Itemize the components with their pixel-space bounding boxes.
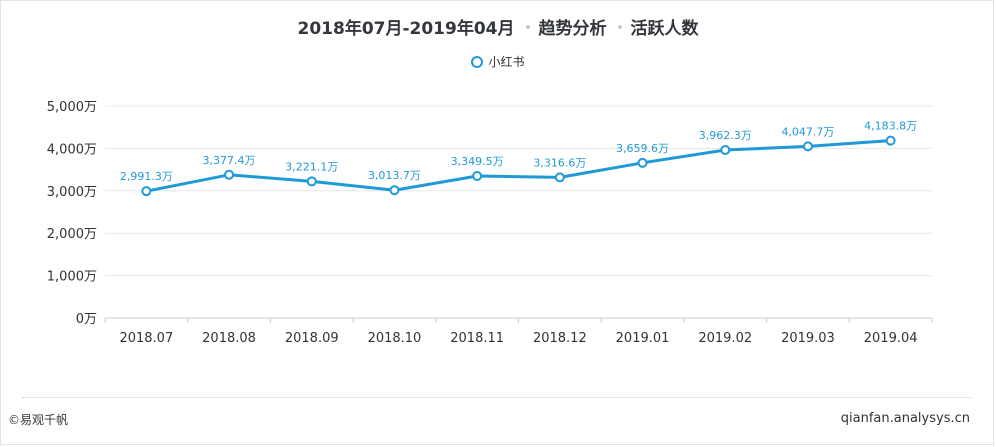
- x-tick-label: 2018.08: [202, 331, 256, 346]
- y-tick-label: 3,000万: [47, 185, 97, 200]
- data-label: 3,962.3万: [699, 129, 752, 142]
- x-tick-label: 2018.11: [450, 331, 504, 346]
- x-tick-label: 2019.03: [781, 331, 835, 346]
- data-label: 2,991.3万: [120, 170, 173, 183]
- data-label: 3,349.5万: [451, 155, 504, 168]
- legend-circle-icon: [471, 55, 484, 68]
- x-tick-label: 2019.01: [616, 331, 670, 346]
- y-tick-label: 1,000万: [47, 270, 97, 285]
- data-point: [554, 172, 565, 183]
- data-label: 4,183.8万: [864, 120, 917, 133]
- x-tick-label: 2018.09: [285, 331, 339, 346]
- x-tick-label: 2019.02: [698, 331, 752, 346]
- data-label: 3,659.6万: [616, 142, 669, 155]
- footer-source: ©易观千帆: [8, 413, 69, 427]
- data-point: [472, 170, 483, 181]
- title-trend-analysis: 趋势分析: [538, 19, 607, 39]
- data-point: [637, 157, 648, 168]
- data-label: 4,047.7万: [781, 125, 834, 138]
- title-separator-dot: [617, 25, 622, 29]
- data-label: 3,316.6万: [533, 156, 586, 169]
- data-point: [802, 141, 813, 152]
- y-tick-label: 4,000万: [47, 142, 97, 157]
- data-point: [224, 169, 235, 180]
- title-active-users: 活跃人数: [630, 19, 699, 39]
- x-tick-label: 2018.10: [368, 331, 422, 346]
- y-tick-label: 0万: [76, 312, 97, 327]
- data-label: 3,013.7万: [368, 169, 421, 182]
- data-point: [885, 135, 896, 146]
- title-date-range: 2018年07月-2019年04月: [297, 19, 515, 39]
- data-point: [141, 186, 152, 197]
- legend-label: 小红书: [488, 55, 525, 69]
- x-tick-label: 2018.07: [119, 331, 173, 346]
- y-tick-label: 5,000万: [47, 100, 97, 115]
- data-point: [306, 176, 317, 187]
- footer-divider: [22, 397, 972, 398]
- chart-title: 2018年07月-2019年04月 趋势分析 活跃人数: [0, 14, 996, 39]
- data-label: 3,221.1万: [285, 160, 338, 173]
- data-point: [389, 185, 400, 196]
- x-tick-label: 2019.04: [864, 331, 918, 346]
- title-separator-dot: [525, 25, 530, 29]
- x-tick-label: 2018.12: [533, 331, 587, 346]
- footer-url: qianfan.analysys.cn: [840, 411, 970, 426]
- legend[interactable]: 小红书: [0, 53, 996, 70]
- y-tick-label: 2,000万: [47, 227, 97, 242]
- data-label: 3,377.4万: [203, 154, 256, 167]
- series-line: [146, 139, 891, 193]
- data-point: [720, 144, 731, 155]
